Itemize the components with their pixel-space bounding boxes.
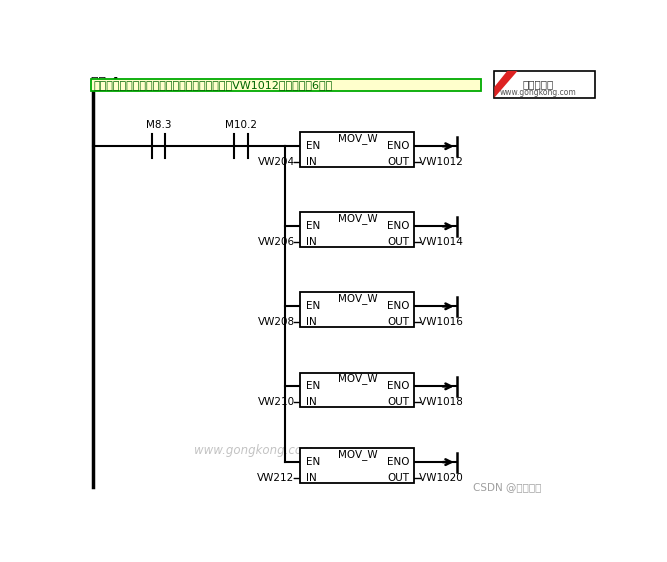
Text: ENO: ENO [387,457,409,467]
Text: VW206-: VW206- [257,237,298,247]
Text: 网络 4: 网络 4 [91,76,119,89]
Text: VW212-: VW212- [257,473,298,483]
Text: MOV_W: MOV_W [338,449,377,460]
Bar [301,448,414,483]
Text: 如果是第二条读取信息，则接收到的信息保存到VW1012开头的连续6个字: 如果是第二条读取信息，则接收到的信息保存到VW1012开头的连续6个字 [93,80,333,90]
Text: M8.3: M8.3 [145,120,171,130]
Text: -VW1014: -VW1014 [416,237,463,247]
FancyBboxPatch shape [494,71,595,98]
Text: IN: IN [305,157,316,167]
Text: VW208-: VW208- [257,317,298,327]
Text: www.gongkong.com: www.gongkong.com [500,88,577,97]
FancyBboxPatch shape [91,79,482,91]
Text: EN: EN [305,221,320,231]
Text: CSDN @工控老马: CSDN @工控老马 [473,482,542,492]
Text: ENO: ENO [387,382,409,391]
Text: ENO: ENO [387,221,409,231]
Text: IN: IN [305,317,316,327]
Text: MOV_W: MOV_W [338,293,377,304]
Text: www.gongkong.com: www.gongkong.com [194,444,313,457]
Bar [301,373,414,407]
Bar [301,133,414,167]
Text: OUT: OUT [387,397,409,407]
Text: IN: IN [305,237,316,247]
Text: OUT: OUT [387,157,409,167]
Polygon shape [494,71,518,98]
Bar [301,212,414,247]
Text: M10.2: M10.2 [225,120,257,130]
Text: IN: IN [305,473,316,483]
Text: -VW1020: -VW1020 [416,473,463,483]
Text: VW204-: VW204- [257,157,298,167]
Text: ENO: ENO [387,141,409,151]
Text: -VW1018: -VW1018 [416,397,463,407]
Text: EN: EN [305,301,320,311]
Text: EN: EN [305,141,320,151]
Text: MOV_W: MOV_W [338,373,377,384]
Text: OUT: OUT [387,317,409,327]
Bar [301,292,414,327]
Text: EN: EN [305,382,320,391]
Text: MOV_W: MOV_W [338,133,377,144]
Text: OUT: OUT [387,237,409,247]
Text: IN: IN [305,397,316,407]
Text: MOV_W: MOV_W [338,213,377,224]
Text: EN: EN [305,457,320,467]
Text: 中国工控网: 中国工控网 [523,79,554,89]
Text: OUT: OUT [387,473,409,483]
Text: ENO: ENO [387,301,409,311]
Text: -VW1012: -VW1012 [416,157,463,167]
Text: -VW1016: -VW1016 [416,317,463,327]
Text: VW210-: VW210- [257,397,298,407]
